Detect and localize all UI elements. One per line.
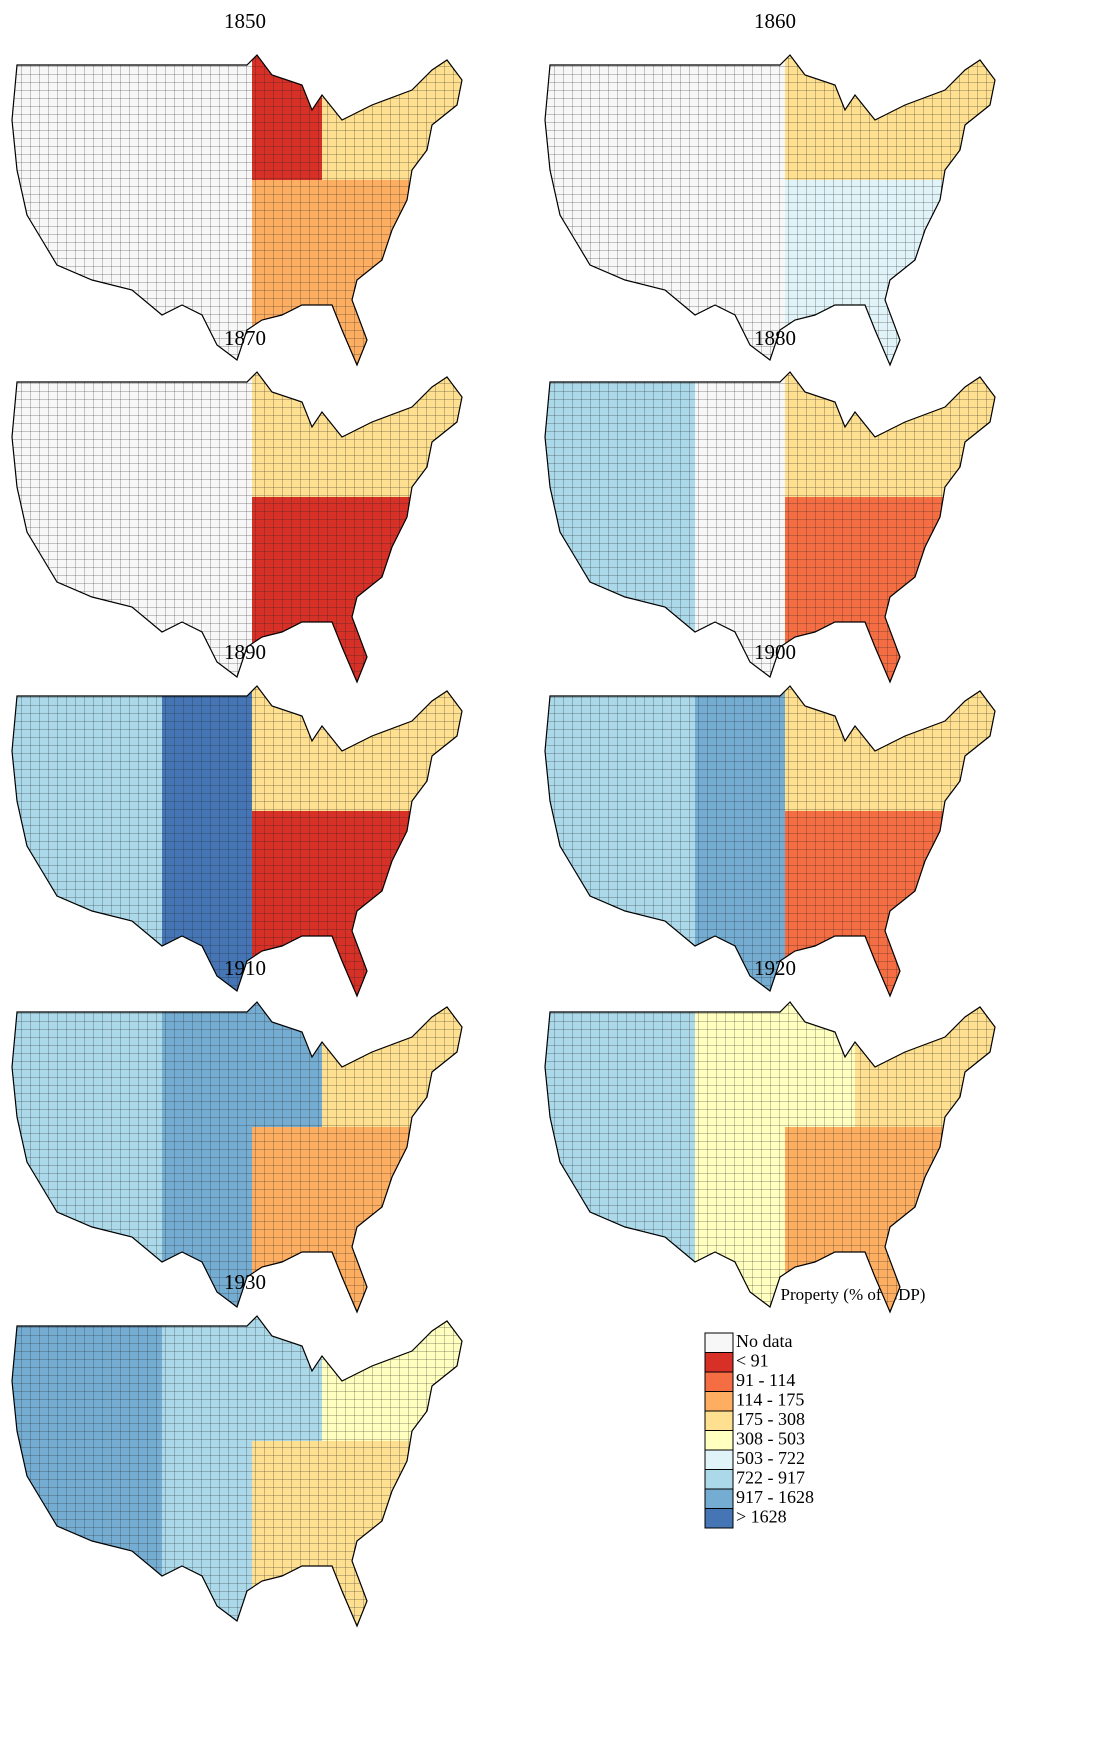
map-title: 1910 [224, 956, 266, 980]
legend-label: 722 - 917 [736, 1468, 805, 1488]
map-title: 1860 [754, 9, 796, 33]
legend-label: < 91 [736, 1351, 769, 1371]
legend-swatch [704, 1488, 734, 1509]
legend-label: 503 - 722 [736, 1448, 805, 1468]
map-fill [545, 1002, 995, 1312]
legend-swatch [704, 1449, 734, 1470]
map-title: 1850 [224, 9, 266, 33]
legend-swatch [704, 1410, 734, 1431]
legend-swatch [704, 1352, 734, 1373]
legend-label: 91 - 114 [736, 1370, 795, 1390]
map [544, 1001, 996, 1313]
map [11, 1315, 463, 1627]
legend-label: 917 - 1628 [736, 1487, 814, 1507]
map-title: 1870 [224, 326, 266, 350]
map-title: 1930 [224, 1270, 266, 1294]
map-title: 1890 [224, 640, 266, 664]
map-fill [12, 1316, 462, 1626]
legend-label: 114 - 175 [736, 1390, 804, 1410]
county-borders [545, 1002, 995, 1312]
legend-label: > 1628 [736, 1507, 787, 1527]
map-title: 1920 [754, 956, 796, 980]
legend-swatch [704, 1371, 734, 1392]
legend-swatch [704, 1469, 734, 1490]
legend-title: Property (% of GDP) [781, 1285, 926, 1304]
legend-swatch [704, 1430, 734, 1451]
legend-swatch [704, 1332, 734, 1353]
map-title: 1900 [754, 640, 796, 664]
legend-label: 308 - 503 [736, 1429, 805, 1449]
legend-swatch [704, 1391, 734, 1412]
county-borders [12, 1316, 462, 1626]
legend-label: No data [736, 1331, 792, 1351]
legend-swatch [704, 1508, 734, 1529]
map-title: 1880 [754, 326, 796, 350]
legend-label: 175 - 308 [736, 1409, 805, 1429]
